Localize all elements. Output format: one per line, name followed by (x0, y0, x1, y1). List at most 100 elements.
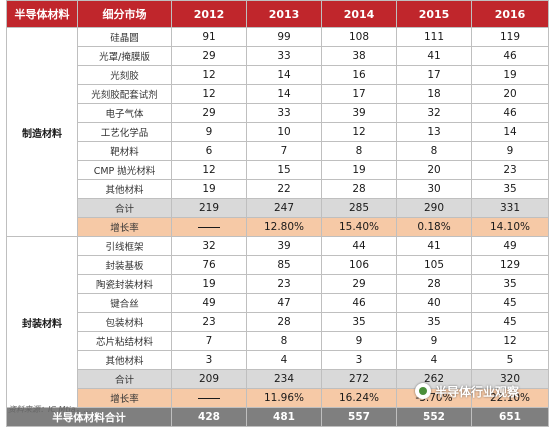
row-label: 陶瓷封装材料 (77, 274, 172, 294)
value-cell: 19 (471, 65, 549, 85)
table-row: 芯片粘结材料 7 8 9 9 12 (7, 331, 549, 351)
value-cell: 111 (396, 27, 472, 47)
table-row: 光罩/掩膜版 29 33 38 41 46 (7, 46, 549, 66)
value-cell: 32 (171, 236, 247, 256)
value-cell: 45 (471, 293, 549, 313)
value-cell: 7 (171, 331, 247, 351)
value-cell: 14 (246, 84, 322, 104)
value-cell: 12 (471, 331, 549, 351)
value-cell: 13 (396, 122, 472, 142)
value-cell: 19 (321, 160, 397, 180)
value-cell: 16.24% (321, 388, 397, 408)
row-label: 光刻胶配套试剂 (77, 84, 172, 104)
row-label: 包装材料 (77, 312, 172, 332)
table-row: 光刻胶配套试剂 12 14 17 18 20 (7, 84, 549, 104)
value-cell: 20 (396, 160, 472, 180)
value-cell: 91 (171, 27, 247, 47)
value-cell: 219 (171, 198, 247, 218)
value-cell: 41 (396, 236, 472, 256)
row-label: 其他材料 (77, 179, 172, 199)
value-cell: 46 (321, 293, 397, 313)
value-cell: 0.18% (396, 217, 472, 237)
value-cell: 9 (396, 331, 472, 351)
row-label: 封装基板 (77, 255, 172, 275)
table-row: 靶材料 6 7 8 8 9 (7, 141, 549, 161)
value-cell: 129 (471, 255, 549, 275)
growth-dash (171, 217, 247, 237)
table-row: 陶瓷封装材料 19 23 29 28 35 (7, 274, 549, 294)
value-cell: 23 (246, 274, 322, 294)
growth-dash (171, 388, 247, 408)
value-cell: 32 (396, 103, 472, 123)
value-cell: 9 (321, 331, 397, 351)
value-cell: 290 (396, 198, 472, 218)
value-cell: 33 (246, 103, 322, 123)
value-cell: 30 (396, 179, 472, 199)
value-cell: 40 (396, 293, 472, 313)
value-cell: 17 (321, 84, 397, 104)
row-label: 电子气体 (77, 103, 172, 123)
table-row: 包装材料 23 28 35 35 45 (7, 312, 549, 332)
table-row: 制造材料 硅晶圆 91 99 108 111 119 (6, 27, 549, 237)
growth-row: 增长率 12.80% 15.40% 0.18% 14.10% (7, 217, 549, 237)
value-cell: 12 (321, 122, 397, 142)
subtotal-label: 合计 (77, 198, 172, 218)
value-cell: 45 (471, 312, 549, 332)
value-cell: 15 (246, 160, 322, 180)
growth-row: 增长率 11.96% 16.24% -3.70% 22.10% (7, 388, 549, 408)
value-cell: 29 (321, 274, 397, 294)
watermark-text: 半导体行业观察 (435, 384, 520, 399)
value-cell: 8 (396, 141, 472, 161)
value-cell: 35 (396, 312, 472, 332)
value-cell: 119 (471, 27, 549, 47)
header-row: 半导体材料 细分市场 2012 2013 2014 2015 2016 (6, 0, 549, 28)
row-label: 光罩/掩膜版 (77, 46, 172, 66)
value-cell: 234 (246, 369, 322, 389)
table-row: 其他材料 3 4 3 4 5 (7, 350, 549, 370)
row-label: 引线框架 (77, 236, 172, 256)
header-segment: 细分市场 (77, 0, 172, 28)
value-cell: 10 (246, 122, 322, 142)
value-cell: 85 (246, 255, 322, 275)
semiconductor-materials-table: 半导体材料 细分市场 2012 2013 2014 2015 2016 制造材料… (6, 0, 549, 427)
value-cell: 651 (471, 407, 549, 427)
value-cell: 23 (471, 160, 549, 180)
value-cell: 12 (171, 84, 247, 104)
value-cell: 28 (321, 179, 397, 199)
value-cell: 331 (471, 198, 549, 218)
value-cell: 35 (471, 179, 549, 199)
row-label: 光刻胶 (77, 65, 172, 85)
value-cell: 18 (396, 84, 472, 104)
value-cell: 4 (246, 350, 322, 370)
header-category: 半导体材料 (6, 0, 78, 28)
value-cell: 481 (246, 407, 322, 427)
value-cell: 5 (471, 350, 549, 370)
value-cell: 108 (321, 27, 397, 47)
value-cell: 14.10% (471, 217, 549, 237)
dash-mark (198, 226, 220, 228)
value-cell: 272 (321, 369, 397, 389)
value-cell: 22 (246, 179, 322, 199)
value-cell: 12 (171, 65, 247, 85)
value-cell: 33 (246, 46, 322, 66)
value-cell: 9 (471, 141, 549, 161)
value-cell: 39 (321, 103, 397, 123)
header-year: 2016 (471, 0, 549, 28)
value-cell: 105 (396, 255, 472, 275)
value-cell: 46 (471, 103, 549, 123)
value-cell: 247 (246, 198, 322, 218)
value-cell: 49 (471, 236, 549, 256)
value-cell: 23 (171, 312, 247, 332)
table-row: 封装基板 76 85 106 105 129 (7, 255, 549, 275)
value-cell: 39 (246, 236, 322, 256)
value-cell: 29 (171, 46, 247, 66)
value-cell: 20 (471, 84, 549, 104)
value-cell: 76 (171, 255, 247, 275)
subtotal-label: 合计 (77, 369, 172, 389)
value-cell: 8 (321, 141, 397, 161)
table-row: 键合丝 49 47 46 40 45 (7, 293, 549, 313)
value-cell: 6 (171, 141, 247, 161)
value-cell: 47 (246, 293, 322, 313)
dash-mark (198, 397, 220, 399)
watermark: 半导体行业观察 (415, 380, 554, 402)
